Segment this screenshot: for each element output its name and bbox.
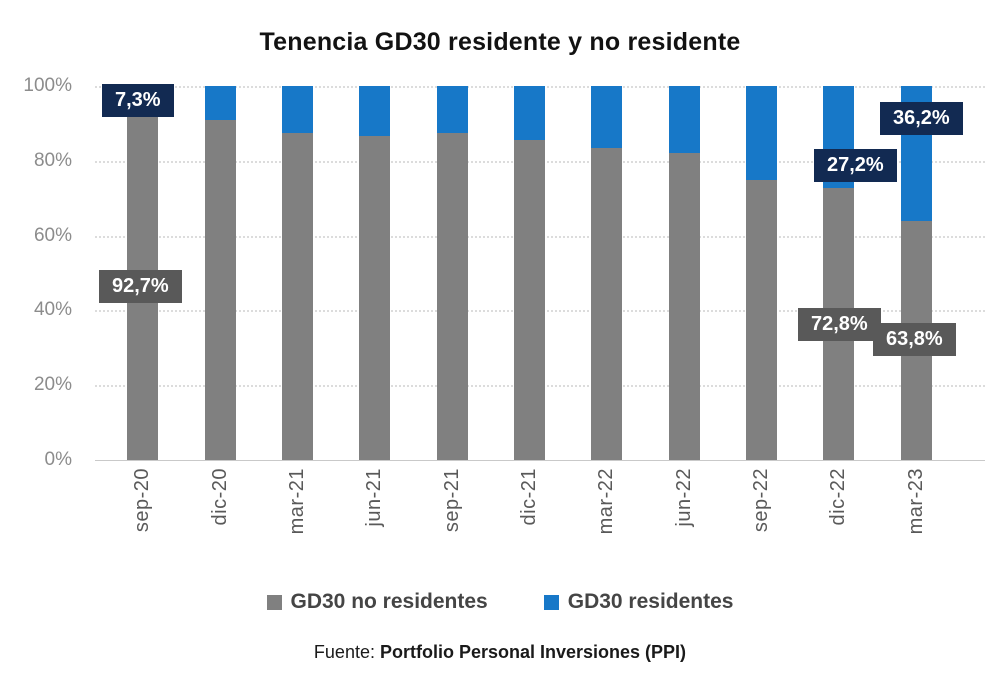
segment-no-residentes (281, 132, 313, 460)
segment-no-residentes (204, 119, 236, 460)
stacked-bar (746, 86, 778, 460)
x-tick-mar-21: mar-21 (259, 468, 336, 580)
legend: GD30 no residentes GD30 residentes (0, 590, 1000, 614)
x-tick-sep-21: sep-21 (413, 468, 490, 580)
x-tick-mar-23: mar-23 (878, 468, 955, 580)
x-tick-label: dic-21 (517, 468, 540, 526)
x-tick-label: mar-21 (285, 468, 308, 535)
bar-jun-22 (646, 86, 723, 460)
x-tick-jun-21: jun-21 (336, 468, 413, 580)
legend-item-no-residentes: GD30 no residentes (266, 590, 488, 614)
data-label-sep-20-residentes: 7,3% (102, 84, 174, 117)
segment-residentes (513, 86, 545, 141)
x-tick-sep-22: sep-22 (723, 468, 800, 580)
bar-sep-22 (723, 86, 800, 460)
segment-no-residentes (746, 179, 778, 460)
legend-swatch-residentes-icon (543, 594, 559, 610)
source-note: Fuente: Portfolio Personal Inversiones (… (0, 642, 1000, 663)
x-axis-tick-labels: sep-20 dic-20 mar-21 jun-21 sep-21 dic-21 mar-… (104, 468, 955, 580)
stacked-bar (900, 86, 932, 460)
legend-label-residentes: GD30 residentes (567, 590, 734, 613)
x-tick-label: dic-20 (208, 468, 231, 526)
bar-sep-21 (413, 86, 490, 460)
segment-no-residentes (591, 147, 623, 460)
stacked-bar (436, 86, 468, 460)
bar-jun-21 (336, 86, 413, 460)
bar-mar-23 (878, 86, 955, 460)
bar-series (104, 86, 955, 460)
stacked-bar (204, 86, 236, 460)
y-tick-80: 80% (33, 149, 72, 171)
x-tick-jun-22: jun-22 (646, 468, 723, 580)
segment-residentes (591, 86, 623, 148)
data-label-mar-23-residentes: 36,2% (880, 102, 963, 135)
bar-mar-22 (568, 86, 645, 460)
stacked-bar (823, 86, 855, 460)
y-tick-20: 20% (33, 374, 72, 396)
source-prefix: Fuente: (313, 642, 375, 662)
legend-label-no-residentes: GD30 no residentes (290, 590, 488, 613)
stacked-bar (668, 86, 700, 460)
source-name: Portfolio Personal Inversiones (PPI) (379, 642, 687, 662)
legend-item-residentes: GD30 residentes (543, 590, 734, 614)
x-tick-sep-20: sep-20 (104, 468, 181, 580)
x-tick-label: sep-22 (750, 468, 773, 533)
segment-residentes (281, 86, 313, 133)
x-tick-label: jun-21 (363, 468, 386, 527)
bar-mar-21 (259, 86, 336, 460)
x-tick-mar-22: mar-22 (568, 468, 645, 580)
stacked-bar (513, 86, 545, 460)
data-label-dic-22-residentes: 27,2% (814, 149, 897, 182)
gridline-0 (95, 460, 985, 461)
y-axis-tick-labels: 100% 80% 60% 40% 20% 0% (10, 75, 72, 470)
x-tick-dic-20: dic-20 (181, 468, 258, 580)
segment-residentes (204, 86, 236, 120)
segment-no-residentes (668, 153, 700, 460)
x-tick-label: jun-22 (672, 468, 695, 527)
y-tick-100: 100% (23, 75, 72, 96)
segment-residentes (359, 86, 391, 137)
x-tick-label: dic-22 (827, 468, 850, 526)
segment-residentes (668, 86, 700, 154)
stacked-bar (359, 86, 391, 460)
segment-no-residentes (359, 136, 391, 460)
y-tick-40: 40% (33, 299, 72, 321)
x-tick-label: sep-20 (131, 468, 154, 533)
bar-dic-20 (181, 86, 258, 460)
x-tick-dic-21: dic-21 (491, 468, 568, 580)
stacked-bar (591, 86, 623, 460)
stacked-bar (281, 86, 313, 460)
legend-swatch-no-residentes-icon (266, 594, 282, 610)
segment-no-residentes (436, 132, 468, 460)
segment-residentes (746, 86, 778, 180)
segment-residentes (436, 86, 468, 133)
bar-dic-22 (800, 86, 877, 460)
x-tick-dic-22: dic-22 (800, 468, 877, 580)
bar-dic-21 (491, 86, 568, 460)
data-label-mar-23-no-residentes: 63,8% (873, 323, 956, 356)
segment-no-residentes (513, 140, 545, 460)
x-tick-label: mar-22 (595, 468, 618, 535)
data-label-sep-20-no-residentes: 92,7% (99, 270, 182, 303)
chart-title: Tenencia GD30 residente y no residente (259, 28, 741, 56)
data-label-dic-22-no-residentes: 72,8% (798, 308, 881, 341)
y-tick-60: 60% (33, 224, 72, 246)
x-tick-label: mar-23 (904, 468, 927, 535)
x-tick-label: sep-21 (440, 468, 463, 533)
y-tick-0: 0% (44, 449, 72, 470)
